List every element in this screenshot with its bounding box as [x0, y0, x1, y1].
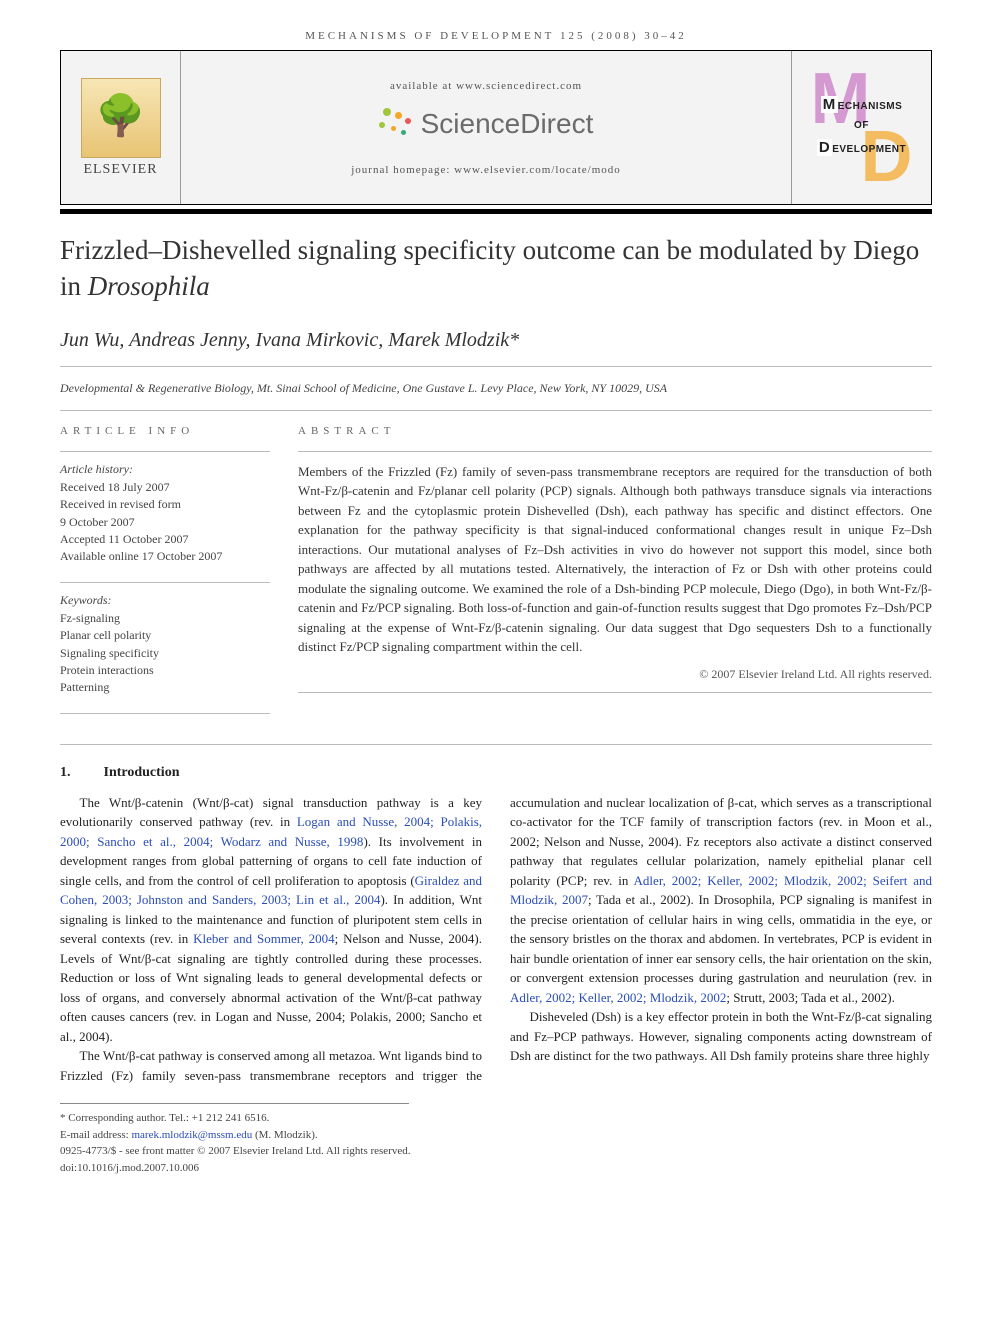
elsevier-name: ELSEVIER [81, 162, 161, 178]
body-columns: The Wnt/β-catenin (Wnt/β-cat) signal tra… [60, 793, 932, 1086]
list-item: Received in revised form [60, 496, 270, 513]
header-center: available at www.sciencedirect.com Scien… [181, 51, 791, 204]
available-at-text: available at www.sciencedirect.com [390, 80, 582, 92]
footnotes: * Corresponding author. Tel.: +1 212 241… [60, 1110, 932, 1176]
running-head: MECHANISMS OF DEVELOPMENT 125 (2008) 30–… [60, 30, 932, 42]
email-line: E-mail address: marek.mlodzik@mssm.edu (… [60, 1127, 932, 1144]
list-item: Received 18 July 2007 [60, 479, 270, 496]
list-item: Patterning [60, 679, 270, 696]
article-history-lines: Received 18 July 2007Received in revised… [60, 479, 270, 566]
list-item: Available online 17 October 2007 [60, 548, 270, 565]
body-paragraph-3: Disheveled (Dsh) is a key effector prote… [510, 1007, 932, 1066]
journal-homepage: journal homepage: www.elsevier.com/locat… [351, 164, 621, 176]
article-title: Frizzled–Dishevelled signaling specifici… [60, 232, 932, 305]
mod-logo: M D MECHANISMS OF DEVELOPMENT [807, 68, 917, 188]
divider [60, 410, 932, 411]
elsevier-logo-cell: ELSEVIER [61, 51, 181, 204]
footer-copyright: 0925-4773/$ - see front matter © 2007 El… [60, 1143, 932, 1160]
article-info-label: ARTICLE INFO [60, 425, 270, 437]
elsevier-tree-icon [81, 78, 161, 158]
footer-doi: doi:10.1016/j.mod.2007.10.006 [60, 1160, 932, 1177]
divider [60, 744, 932, 745]
abstract-column: ABSTRACT Members of the Frizzled (Fz) fa… [298, 425, 932, 724]
list-item: 9 October 2007 [60, 514, 270, 531]
keywords-lines: Fz-signalingPlanar cell polaritySignalin… [60, 610, 270, 697]
section-1-heading: 1. Introduction [60, 765, 932, 781]
citation-link[interactable]: Adler, 2002; Keller, 2002; Mlodzik, 2002 [510, 990, 726, 1005]
divider [60, 366, 932, 367]
list-item: Fz-signaling [60, 610, 270, 627]
mod-mechanisms: MECHANISMS [807, 94, 917, 115]
list-item: Planar cell polarity [60, 627, 270, 644]
list-item: Signaling specificity [60, 645, 270, 662]
list-item: Accepted 11 October 2007 [60, 531, 270, 548]
journal-logo-cell: M D MECHANISMS OF DEVELOPMENT [791, 51, 931, 204]
sciencedirect-logo: ScienceDirect [379, 106, 594, 142]
abstract-text: Members of the Frizzled (Fz) family of s… [298, 462, 932, 657]
sciencedirect-text: ScienceDirect [421, 108, 594, 140]
mod-of: OF [807, 119, 917, 133]
list-item: Protein interactions [60, 662, 270, 679]
header-box: ELSEVIER available at www.sciencedirect.… [60, 50, 932, 205]
authors: Jun Wu, Andreas Jenny, Ivana Mirkovic, M… [60, 329, 932, 352]
keywords-heading: Keywords: [60, 593, 270, 608]
section-1-number: 1. [60, 765, 100, 781]
email-link[interactable]: marek.mlodzik@mssm.edu [131, 1129, 252, 1141]
article-info-column: ARTICLE INFO Article history: Received 1… [60, 425, 270, 724]
abstract-label: ABSTRACT [298, 425, 932, 437]
sciencedirect-icon [379, 106, 415, 142]
corresponding-author: * Corresponding author. Tel.: +1 212 241… [60, 1110, 932, 1127]
affiliation: Developmental & Regenerative Biology, Mt… [60, 381, 932, 396]
mod-development: DEVELOPMENT [807, 137, 917, 158]
citation-link[interactable]: Kleber and Sommer, 2004 [193, 931, 335, 946]
abstract-copyright: © 2007 Elsevier Ireland Ltd. All rights … [298, 667, 932, 682]
black-divider [60, 209, 932, 214]
section-1-title: Introduction [104, 765, 180, 780]
footnote-divider [60, 1103, 409, 1104]
body-paragraph-1: The Wnt/β-catenin (Wnt/β-cat) signal tra… [60, 793, 482, 1047]
article-history-heading: Article history: [60, 462, 270, 477]
